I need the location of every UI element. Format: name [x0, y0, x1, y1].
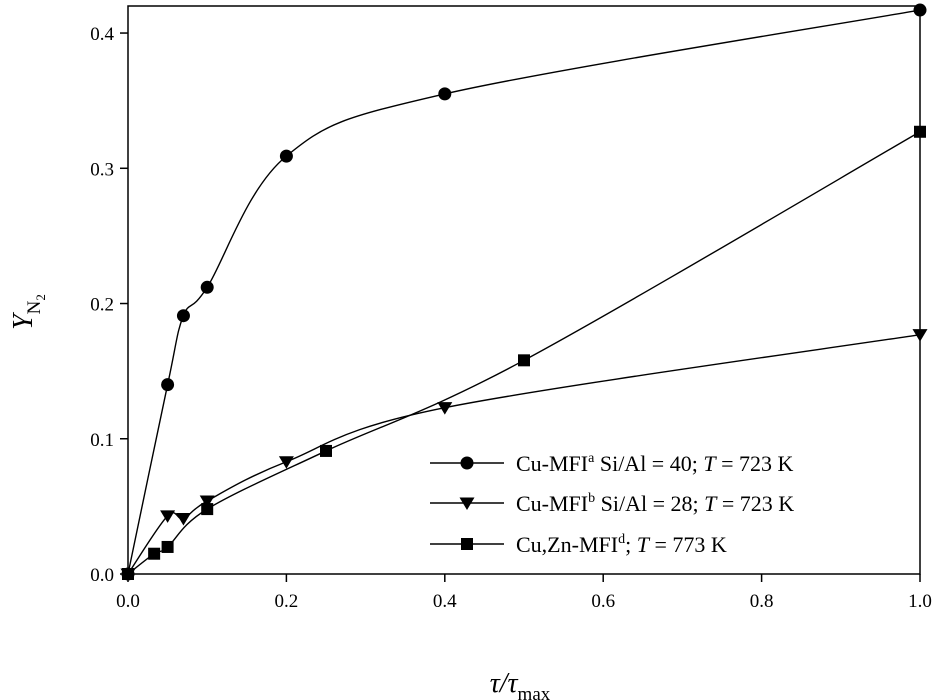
y-axis-label: YN2: [8, 294, 48, 330]
data-point-circle: [913, 3, 927, 17]
x-axis-label-sub: max: [518, 684, 551, 700]
legend-1-prefix: Cu-MFI: [516, 451, 588, 476]
x-tick-label: 0.4: [433, 591, 457, 612]
legend-label-2: Cu-MFIb Si/Al = 28; T = 723 K: [516, 491, 794, 516]
legend-label-1: Cu-MFIa Si/Al = 40; T = 723 K: [516, 451, 793, 476]
legend-3-rest: ;: [625, 532, 637, 557]
legend-1-sup: a: [588, 451, 595, 466]
legend-3-sup: d: [618, 532, 625, 547]
legend-2-prefix: Cu-MFI: [516, 491, 588, 516]
x-tick-label: 0.8: [750, 591, 774, 612]
data-point-triangle: [160, 510, 176, 523]
data-point-square: [148, 547, 161, 560]
legend-1-tail: = 723 K: [716, 451, 794, 476]
legend: Cu-MFIa Si/Al = 40; T = 723 K Cu-MFIb Si…: [430, 451, 794, 557]
y-tick-label: 0.3: [90, 159, 114, 180]
data-point-circle: [161, 378, 175, 392]
y-tick-label: 0.4: [90, 24, 114, 45]
y-tick-label: 0.1: [90, 430, 114, 451]
legend-marker-triangle: [459, 497, 475, 510]
series-lines: [127, 9, 921, 575]
y-tick-label: 0.0: [90, 565, 114, 586]
legend-2-sup: b: [588, 491, 595, 506]
x-tick-label: 0.0: [116, 591, 140, 612]
legend-entry-1: Cu-MFIa Si/Al = 40; T = 723 K: [430, 451, 793, 476]
data-point-circle: [279, 149, 293, 163]
legend-3-tail: = 773 K: [649, 532, 727, 557]
x-axis-label: τ/τmax: [490, 668, 551, 700]
data-point-triangle: [199, 495, 215, 508]
legend-entry-2: Cu-MFIb Si/Al = 28; T = 723 K: [430, 491, 794, 516]
data-point-triangle: [175, 513, 191, 526]
data-point-triangle: [437, 402, 453, 415]
y-axis-ticks: 0.0 0.1 0.2 0.3 0.4: [90, 24, 128, 586]
data-point-triangle: [912, 329, 928, 342]
data-point-square: [518, 354, 530, 367]
data-point-square: [320, 444, 332, 457]
data-point-square: [161, 540, 174, 553]
legend-3-prefix: Cu,Zn-MFI: [516, 532, 618, 557]
legend-marker-square: [461, 538, 473, 550]
series-markers: [120, 3, 928, 581]
x-tick-label: 1.0: [908, 591, 932, 612]
legend-2-tail: = 723 K: [716, 491, 794, 516]
x-tick-label: 0.2: [275, 591, 299, 612]
y-tick-label: 0.2: [90, 295, 114, 316]
y-axis-label-main: Y: [8, 311, 39, 330]
legend-1-rest: Si/Al = 40;: [594, 451, 703, 476]
data-point-square: [122, 568, 134, 580]
data-point-square: [914, 125, 926, 138]
legend-marker-circle: [460, 456, 474, 470]
y-axis-label-subsub: 2: [33, 294, 48, 301]
data-point-circle: [200, 280, 214, 294]
legend-2-T: T: [704, 491, 718, 516]
legend-3-T: T: [637, 532, 651, 557]
data-point-circle: [176, 309, 190, 323]
legend-label-3: Cu,Zn-MFId; T = 773 K: [516, 532, 727, 557]
x-tick-label: 0.6: [591, 591, 615, 612]
data-point-square: [201, 503, 214, 516]
data-point-circle: [438, 87, 452, 101]
legend-entry-3: Cu,Zn-MFId; T = 773 K: [430, 532, 727, 557]
legend-1-T: T: [703, 451, 717, 476]
x-axis-ticks: 0.0 0.2 0.4 0.6 0.8 1.0: [116, 574, 932, 612]
y-axis-label-sub: N: [24, 300, 45, 314]
x-axis-label-main: τ/τ: [490, 668, 519, 699]
plot-frame: [127, 5, 921, 575]
legend-2-rest: Si/Al = 28;: [595, 491, 704, 516]
series-line-1: [127, 9, 921, 575]
data-point-triangle: [278, 456, 294, 469]
